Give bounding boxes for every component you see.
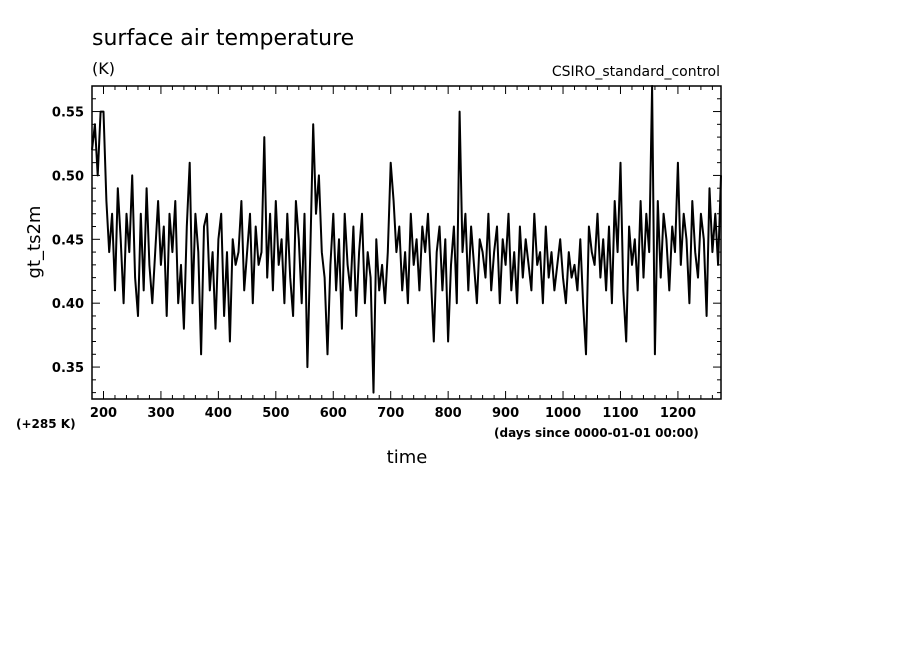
x-tick-label: 1100	[602, 406, 638, 421]
x-tick-label: 600	[320, 406, 347, 421]
y-tick-label: 0.35	[52, 361, 84, 376]
y-tick-label: 0.50	[52, 169, 84, 184]
x-units-note: (days since 0000-01-01 00:00)	[494, 426, 699, 440]
x-tick-label: 200	[90, 406, 117, 421]
y-axis-title: gt_ts2m	[24, 206, 45, 279]
units-label: (K)	[92, 59, 115, 78]
y-tick-label: 0.45	[52, 233, 84, 248]
temperature-series-line	[91, 85, 722, 394]
x-tick-label: 500	[262, 406, 289, 421]
x-tick-label: 1200	[660, 406, 696, 421]
x-tick-labels: 200 300 400 500 600 700 800 900 1000 1100 1200	[90, 406, 696, 421]
y-tick-label: 0.40	[52, 297, 84, 312]
x-tick-label: 700	[377, 406, 404, 421]
y-tick-labels: 0.35 0.40 0.45 0.50 0.55	[52, 106, 84, 377]
x-tick-label: 300	[147, 406, 174, 421]
x-axis-title: time	[387, 447, 428, 468]
axis-ticks	[92, 85, 721, 399]
x-tick-label: 900	[492, 406, 519, 421]
x-tick-label: 1000	[545, 406, 581, 421]
x-tick-label: 800	[435, 406, 462, 421]
experiment-label: CSIRO_standard_control	[552, 64, 720, 80]
chart-title: surface air temperature	[92, 26, 354, 51]
x-tick-label: 400	[205, 406, 232, 421]
y-offset-note: (+285 K)	[16, 417, 76, 431]
plot-frame	[91, 85, 722, 400]
y-tick-label: 0.55	[52, 106, 84, 121]
